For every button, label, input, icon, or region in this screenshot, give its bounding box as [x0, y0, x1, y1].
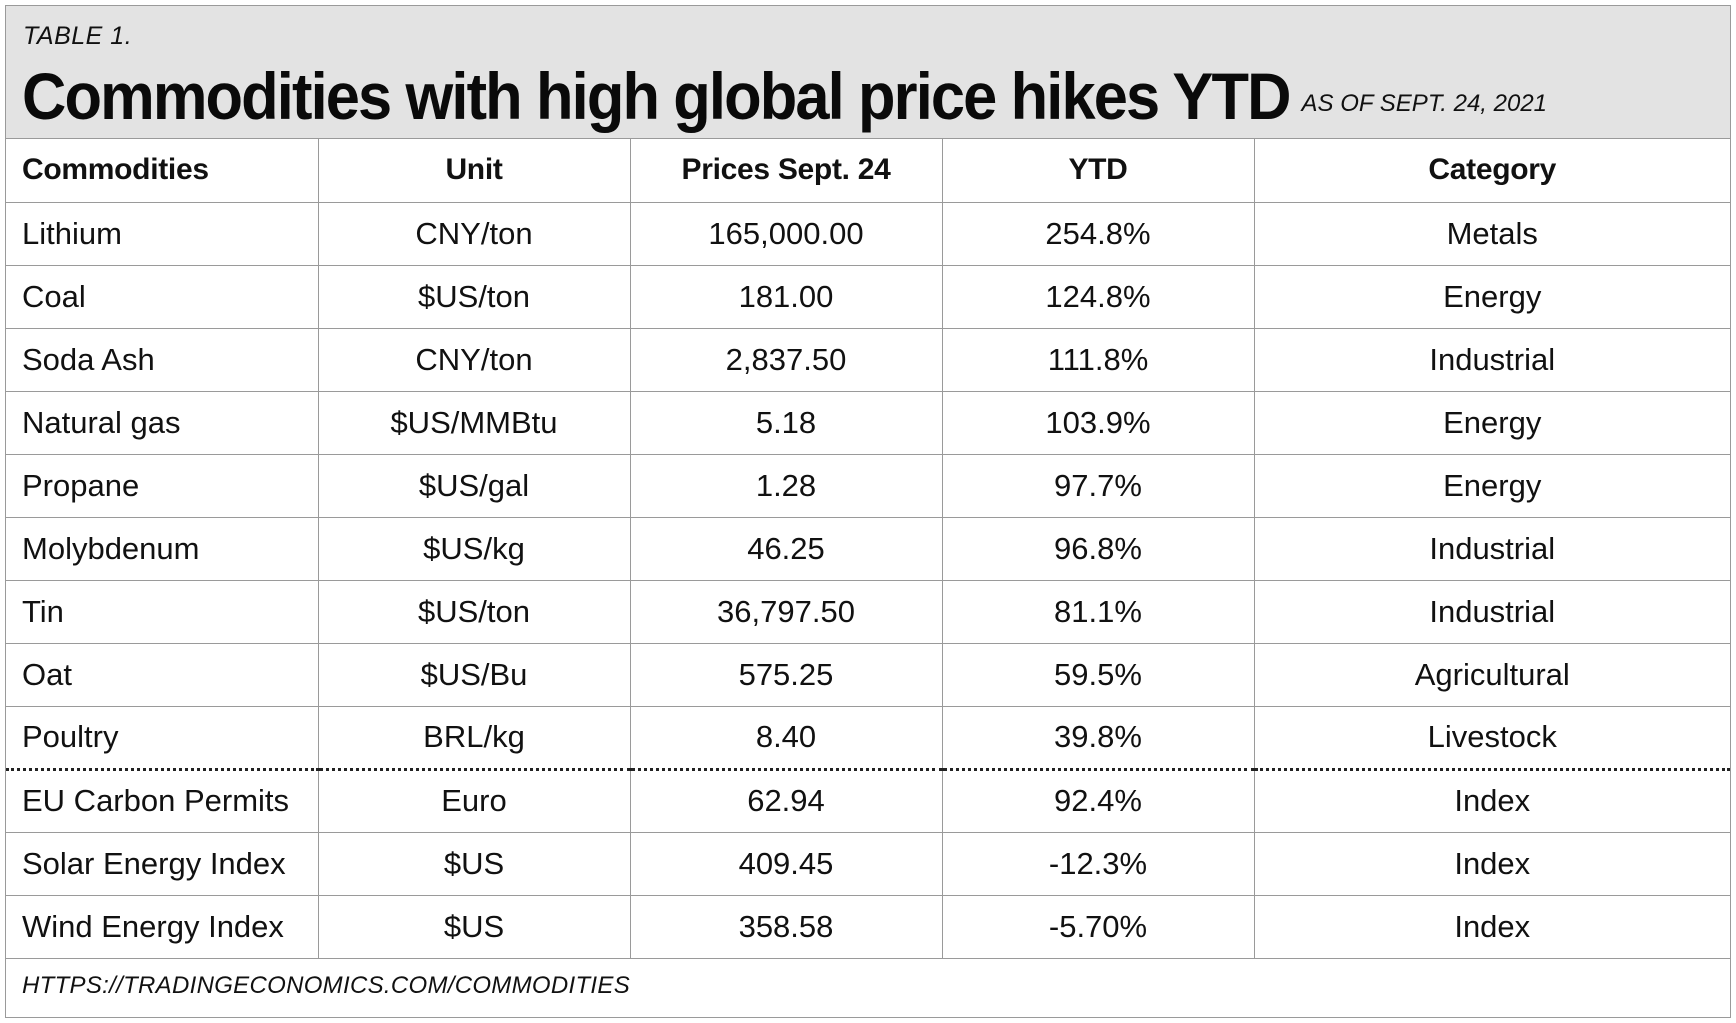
cell-price: 575.25 [630, 643, 943, 707]
cell-unit: BRL/kg [318, 706, 631, 771]
column-header-category: Category [1254, 139, 1730, 203]
title-row: Commodities with high global price hikes… [22, 58, 1385, 134]
table-row: Solar Energy Index $US 409.45 -12.3% Index [6, 832, 1730, 896]
table-row: Coal $US/ton 181.00 124.8% Energy [6, 265, 1730, 329]
cell-ytd: -12.3% [942, 832, 1255, 896]
cell-commodity: Natural gas [6, 391, 319, 455]
cell-unit: CNY/ton [318, 328, 631, 392]
cell-unit: $US/Bu [318, 643, 631, 707]
cell-ytd: -5.70% [942, 895, 1255, 959]
table-row: Lithium CNY/ton 165,000.00 254.8% Metals [6, 202, 1730, 266]
cell-category: Energy [1254, 391, 1730, 455]
cell-price: 358.58 [630, 895, 943, 959]
table-row: Oat $US/Bu 575.25 59.5% Agricultural [6, 643, 1730, 707]
table-label: TABLE 1. [23, 22, 133, 50]
cell-commodity: Oat [6, 643, 319, 707]
cell-unit: $US/kg [318, 517, 631, 581]
column-header-unit: Unit [318, 139, 631, 203]
cell-commodity: Propane [6, 454, 319, 518]
table-row: Natural gas $US/MMBtu 5.18 103.9% Energy [6, 391, 1730, 455]
cell-price: 409.45 [630, 832, 943, 896]
cell-category: Livestock [1254, 706, 1730, 771]
cell-commodity: Poultry [6, 706, 319, 771]
table-row: Poultry BRL/kg 8.40 39.8% Livestock [6, 706, 1730, 771]
cell-category: Metals [1254, 202, 1730, 266]
cell-price: 2,837.50 [630, 328, 943, 392]
table-row: Wind Energy Index $US 358.58 -5.70% Index [6, 895, 1730, 959]
cell-ytd: 124.8% [942, 265, 1255, 329]
table-figure: TABLE 1. Commodities with high global pr… [5, 5, 1731, 1018]
cell-commodity: Coal [6, 265, 319, 329]
cell-category: Index [1254, 769, 1730, 833]
cell-price: 165,000.00 [630, 202, 943, 266]
cell-price: 36,797.50 [630, 580, 943, 644]
cell-commodity: Tin [6, 580, 319, 644]
cell-ytd: 96.8% [942, 517, 1255, 581]
table-header-band: TABLE 1. Commodities with high global pr… [6, 6, 1730, 139]
cell-category: Energy [1254, 265, 1730, 329]
cell-category: Index [1254, 832, 1730, 896]
cell-commodity: Solar Energy Index [6, 832, 319, 896]
cell-ytd: 81.1% [942, 580, 1255, 644]
cell-ytd: 111.8% [942, 328, 1255, 392]
cell-commodity: Wind Energy Index [6, 895, 319, 959]
table-row: Molybdenum $US/kg 46.25 96.8% Industrial [6, 517, 1730, 581]
cell-price: 1.28 [630, 454, 943, 518]
cell-unit: $US [318, 832, 631, 896]
cell-unit: $US/MMBtu [318, 391, 631, 455]
table-row: Propane $US/gal 1.28 97.7% Energy [6, 454, 1730, 518]
cell-category: Index [1254, 895, 1730, 959]
table-row: Soda Ash CNY/ton 2,837.50 111.8% Industrial [6, 328, 1730, 392]
cell-price: 46.25 [630, 517, 943, 581]
cell-category: Energy [1254, 454, 1730, 518]
table-body: Lithium CNY/ton 165,000.00 254.8% Metals Coal… [6, 202, 1730, 959]
cell-unit: $US [318, 895, 631, 959]
cell-commodity: Molybdenum [6, 517, 319, 581]
cell-ytd: 254.8% [942, 202, 1255, 266]
commodities-table: Commodities Unit Prices Sept. 24 YTD Cat… [6, 139, 1730, 959]
cell-ytd: 92.4% [942, 769, 1255, 833]
cell-category: Industrial [1254, 580, 1730, 644]
cell-price: 181.00 [630, 265, 943, 329]
cell-unit: $US/ton [318, 265, 631, 329]
table-header-row: Commodities Unit Prices Sept. 24 YTD Cat… [6, 139, 1730, 203]
table-row: EU Carbon Permits Euro 62.94 92.4% Index [6, 769, 1730, 833]
cell-category: Industrial [1254, 328, 1730, 392]
column-header-price: Prices Sept. 24 [630, 139, 943, 203]
as-of-date: AS OF SEPT. 24, 2021 [1301, 90, 1548, 117]
cell-unit: Euro [318, 769, 631, 833]
table-row: Tin $US/ton 36,797.50 81.1% Industrial [6, 580, 1730, 644]
cell-unit: $US/gal [318, 454, 631, 518]
cell-ytd: 97.7% [942, 454, 1255, 518]
cell-commodity: Lithium [6, 202, 319, 266]
table-title: Commodities with high global price hikes… [22, 59, 1291, 133]
cell-commodity: EU Carbon Permits [6, 769, 319, 833]
cell-unit: CNY/ton [318, 202, 631, 266]
cell-ytd: 39.8% [942, 706, 1255, 771]
cell-price: 8.40 [630, 706, 943, 771]
column-header-commodities: Commodities [6, 139, 319, 203]
column-header-ytd: YTD [942, 139, 1255, 203]
cell-category: Industrial [1254, 517, 1730, 581]
cell-category: Agricultural [1254, 643, 1730, 707]
source-note: HTTPS://TRADINGECONOMICS.COM/COMMODITIES [22, 972, 631, 999]
cell-price: 62.94 [630, 769, 943, 833]
cell-commodity: Soda Ash [6, 328, 319, 392]
cell-price: 5.18 [630, 391, 943, 455]
cell-unit: $US/ton [318, 580, 631, 644]
cell-ytd: 103.9% [942, 391, 1255, 455]
cell-ytd: 59.5% [942, 643, 1255, 707]
